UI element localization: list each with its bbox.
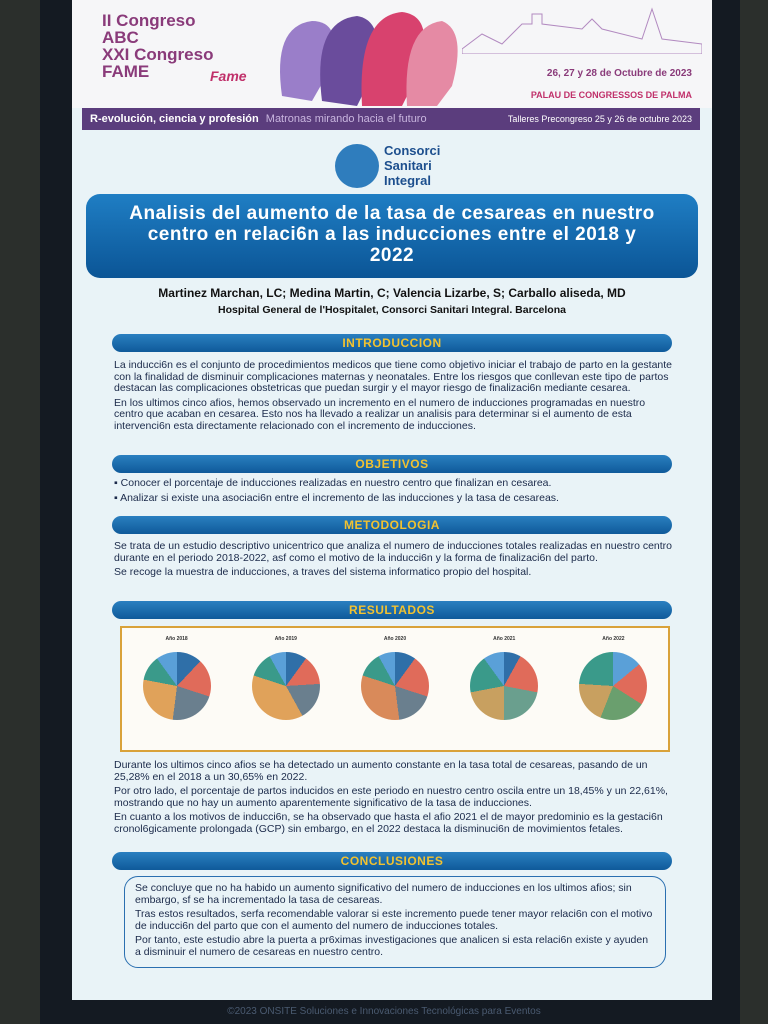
section-heading: INTRODUCCION [112, 334, 672, 352]
pie-panel: Año 2019 [231, 628, 340, 750]
logo-line: Consorci [384, 143, 441, 158]
poster: II Congreso ABC XXI Congreso FAME Fame 2… [72, 0, 712, 1000]
section-heading: CONCLUSIONES [112, 852, 672, 870]
pie-illustration [579, 652, 648, 720]
pie-illustration [142, 652, 211, 720]
dates: 26, 27 y 28 de Octubre de 2023 [546, 68, 692, 79]
tagline-bar: R-evolución, ciencia y profesión Matrona… [82, 108, 700, 130]
paragraph: Se recoge la muestra de inducciones, a t… [114, 566, 532, 578]
footer: ©2023 ONSITE Soluciones e Innovaciones T… [227, 1006, 541, 1017]
venue: PALAU DE CONGRESSOS DE PALMA [530, 90, 692, 100]
authors: Martinez Marchan, LC; Medina Martin, C; … [158, 286, 626, 300]
paragraph: Se trata de un estudio descriptivo unice… [114, 540, 673, 564]
pie-illustration [251, 652, 320, 720]
paragraph: Durante los ultimos cinco afios se ha de… [114, 759, 648, 783]
section-text: ▪ Conocer el porcentaje de inducciones r… [114, 477, 676, 507]
section-heading: METODOLOGIA [112, 516, 672, 534]
tagline: R-evolución, ciencia y profesión [90, 113, 259, 125]
congress-line: II Congreso [102, 11, 196, 30]
pie-title: Año 2020 [383, 636, 407, 642]
paragraph: Por otro lado, el porcentaje de partos i… [114, 785, 668, 809]
paragraph: En cuanto a los motivos de inducci6n, se… [114, 811, 663, 835]
logo-line: Sanitari [384, 158, 432, 173]
congress-name: II Congreso ABC XXI Congreso FAME [102, 12, 213, 80]
tagline-sub: Matronas mirando hacia el futuro [265, 113, 427, 125]
conclusions-box: Se concluye que no ha habido un aumento … [124, 876, 666, 968]
pie-illustration [470, 652, 539, 720]
item-text: Analizar si existe una asociaci6n entre … [120, 491, 559, 504]
paragraph: En los ultimos cinco afios, hemos observ… [114, 396, 646, 432]
congress-line: FAME [102, 62, 150, 81]
pie-title: Año 2019 [274, 636, 297, 642]
logo-line: Integral [384, 173, 431, 188]
paragraph: Se concluye que no ha habido un aumento … [135, 882, 632, 906]
affiliation: Hospital General de l'Hospitalet, Consor… [218, 304, 566, 316]
logo-text: Consorci Sanitari Integral [384, 143, 440, 188]
section-text: La inducci6n es el conjunto de procedimi… [114, 359, 676, 435]
paragraph: Tras estos resultados, serfa recomendabl… [135, 908, 653, 932]
list-item: ▪ Conocer el porcentaje de inducciones r… [114, 477, 552, 489]
title: Analisis del aumento de la tasa de cesar… [86, 194, 698, 278]
pie-title: Año 2021 [493, 636, 516, 642]
header: II Congreso ABC XXI Congreso FAME Fame 2… [72, 0, 712, 108]
paragraph: La inducci6n es el conjunto de procedimi… [114, 359, 673, 394]
pie-title: Año 2022 [602, 636, 625, 642]
item-text: Conocer el porcentaje de inducciones rea… [120, 477, 552, 489]
brand: Fame [210, 68, 247, 84]
pie-panel: Año 2022 [559, 628, 668, 750]
section-heading: RESULTADOS [112, 601, 672, 619]
paragraph: Por tanto, este estudio abre la puerta a… [135, 934, 649, 958]
list-item: ▪ Analizar si existe una asociaci6n entr… [114, 491, 559, 504]
logo-mark [335, 144, 379, 188]
skyline [462, 7, 702, 54]
section-text: Se trata de un estudio descriptivo unice… [114, 540, 676, 582]
pie-panel: Año 2018 [122, 628, 231, 750]
pie-panel: Año 2020 [340, 628, 449, 750]
section-heading: OBJETIVOS [112, 455, 672, 473]
workshops: Talleres Precongreso 25 y 26 de octubre … [507, 114, 692, 124]
results-figure: Año 2018 Año 2019 Año 2020 Año 2021 Año 2022 [120, 626, 670, 752]
pie-illustration [361, 652, 429, 720]
pie-title: Año 2018 [165, 636, 188, 642]
pie-panel: Año 2021 [450, 628, 559, 750]
section-text: Durante los ultimos cinco afios se ha de… [114, 759, 676, 838]
header-illustration [280, 12, 458, 106]
congress-line: ABC [102, 28, 139, 47]
congress-line: XXI Congreso [102, 45, 214, 64]
